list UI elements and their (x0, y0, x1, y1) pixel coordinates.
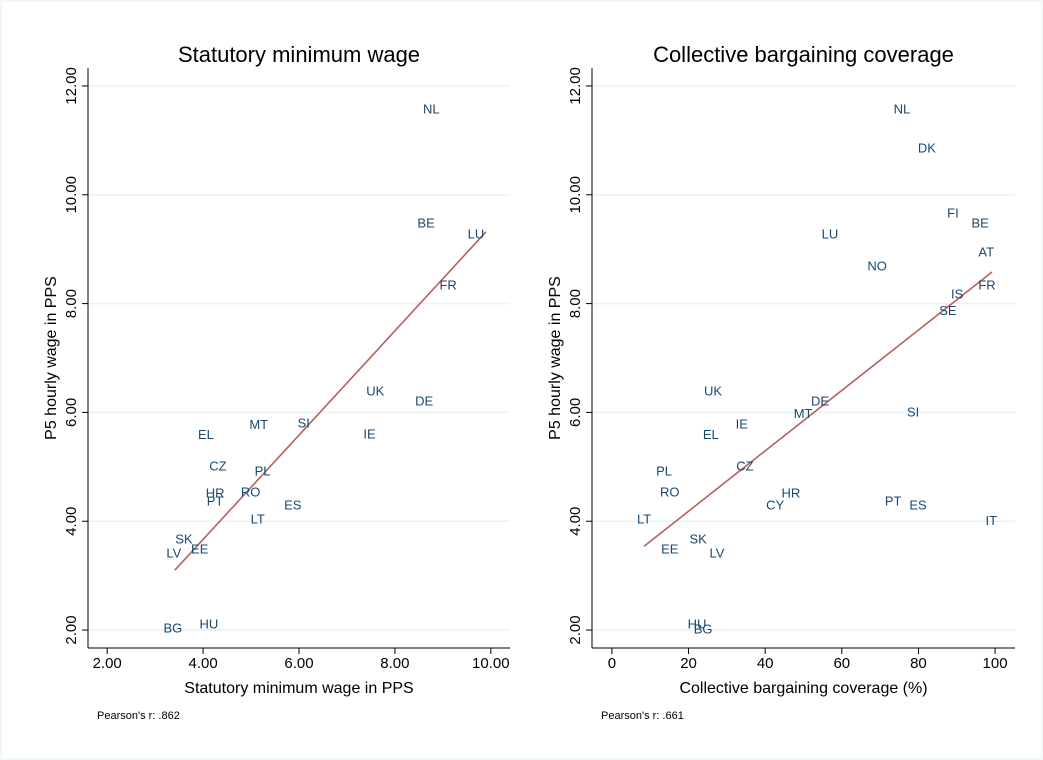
point-label: RO (660, 484, 680, 499)
point-label: IT (985, 513, 997, 528)
point-label: RO (241, 484, 261, 499)
point-label: MT (249, 417, 268, 432)
point-label: LV (166, 545, 181, 560)
point-label: ES (284, 497, 302, 512)
point-label: BG (163, 620, 182, 635)
point-label: DE (811, 394, 829, 409)
point-label: LT (637, 512, 651, 527)
point-label: UK (704, 384, 722, 399)
y-tick-label: 6.00 (567, 398, 584, 427)
point-label: SI (907, 404, 919, 419)
point-label: NO (867, 259, 887, 274)
y-tick-label: 8.00 (567, 289, 584, 318)
y-axis-title: P5 hourly wage in PPS (547, 276, 564, 440)
point-label: IS (951, 286, 964, 301)
chart-title: Statutory minimum wage (178, 42, 420, 67)
y-tick-label: 12.00 (63, 67, 80, 105)
point-label: LV (709, 545, 724, 560)
note: Pearson's r: .862 (97, 710, 180, 722)
point-label: LU (822, 226, 839, 241)
point-label: MT (794, 406, 813, 421)
point-label: FI (947, 205, 959, 220)
x-tick-label: 80 (910, 655, 927, 672)
point-label: UK (366, 384, 384, 399)
y-tick-label: 2.00 (63, 615, 80, 644)
x-tick-label: 6.00 (284, 655, 313, 672)
x-tick-label: 4.00 (188, 655, 217, 672)
point-label: HU (199, 617, 218, 632)
point-label: CZ (209, 458, 226, 473)
point-label: DK (918, 141, 936, 156)
point-label: DE (415, 394, 433, 409)
point-label: CZ (736, 458, 753, 473)
y-tick-label: 8.00 (63, 289, 80, 318)
point-label: BE (971, 216, 989, 231)
point-label: SK (689, 532, 707, 547)
point-label: SK (175, 532, 193, 547)
point-label: EE (661, 542, 679, 557)
point-label: ES (909, 497, 927, 512)
point-label: SI (298, 415, 310, 430)
point-label: PL (255, 464, 271, 479)
point-label: LT (251, 512, 265, 527)
x-tick-label: 100 (983, 655, 1008, 672)
x-tick-label: 20 (680, 655, 697, 672)
y-tick-label: 6.00 (63, 398, 80, 427)
point-label: LU (468, 226, 485, 241)
point-label: BG (694, 621, 713, 636)
y-tick-label: 10.00 (63, 176, 80, 214)
x-axis-title: Statutory minimum wage in PPS (184, 680, 413, 697)
y-tick-label: 12.00 (567, 67, 584, 105)
point-label: PT (207, 494, 224, 509)
y-tick-label: 10.00 (567, 176, 584, 214)
x-tick-label: 0 (608, 655, 616, 672)
point-label: HR (781, 485, 800, 500)
x-axis-title: Collective bargaining coverage (%) (679, 680, 927, 697)
point-label: EL (198, 427, 214, 442)
x-tick-label: 8.00 (380, 655, 409, 672)
x-tick-label: 40 (757, 655, 774, 672)
x-tick-label: 60 (833, 655, 850, 672)
point-label: IE (736, 416, 749, 431)
chart-title: Collective bargaining coverage (653, 42, 954, 67)
y-tick-label: 2.00 (567, 615, 584, 644)
y-tick-label: 4.00 (567, 507, 584, 536)
point-label: NL (894, 101, 911, 116)
x-tick-label: 10.00 (472, 655, 510, 672)
point-label: PL (656, 464, 672, 479)
point-label: IE (363, 427, 376, 442)
point-label: HU (688, 617, 707, 632)
point-label: BE (417, 216, 435, 231)
point-label: NL (423, 101, 440, 116)
point-label: CY (766, 497, 784, 512)
x-tick-label: 2.00 (93, 655, 122, 672)
point-label: FR (439, 278, 456, 293)
fit-line (174, 231, 487, 571)
y-tick-label: 4.00 (63, 507, 80, 536)
point-label: PT (885, 494, 902, 509)
point-label: EL (703, 427, 719, 442)
fit-line (643, 271, 993, 547)
note: Pearson's r: .661 (601, 710, 684, 722)
point-label: SE (939, 303, 957, 318)
point-label: HR (206, 485, 225, 500)
point-label: FR (978, 278, 995, 293)
point-label: EE (191, 542, 209, 557)
point-label: AT (978, 244, 994, 259)
y-axis-title: P5 hourly wage in PPS (43, 276, 60, 440)
